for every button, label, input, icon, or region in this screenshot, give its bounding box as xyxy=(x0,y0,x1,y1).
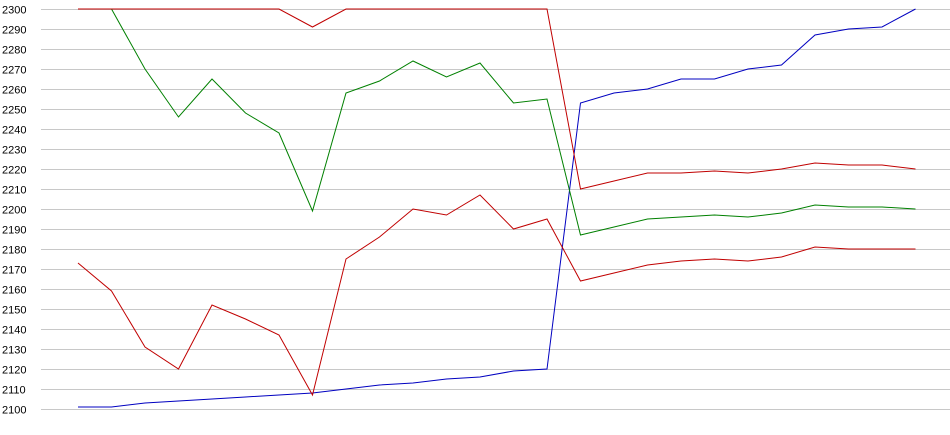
y-tick-label: 2260 xyxy=(2,85,26,97)
y-tick-label: 2170 xyxy=(2,265,26,277)
y-tick-label: 2110 xyxy=(2,385,26,397)
y-tick-label: 2230 xyxy=(2,145,26,157)
series-line-2 xyxy=(78,8,916,236)
y-tick-label: 2160 xyxy=(2,285,26,297)
y-tick-label: 2180 xyxy=(2,245,26,257)
y-tick-label: 2100 xyxy=(2,405,26,417)
y-tick-label: 2270 xyxy=(2,65,26,77)
y-tick-label: 2300 xyxy=(2,5,26,17)
y-tick-label: 2220 xyxy=(2,165,26,177)
y-tick-label: 2130 xyxy=(2,345,26,357)
y-tick-label: 2290 xyxy=(2,25,26,37)
y-tick-label: 2150 xyxy=(2,305,26,317)
y-tick-label: 2280 xyxy=(2,45,26,57)
y-tick-label: 2190 xyxy=(2,225,26,237)
y-axis: 2100 2110 2120 2130 2140 2150 2160 2170 2180 2190… xyxy=(2,5,26,417)
gridlines xyxy=(41,9,950,410)
series-line-3 xyxy=(78,8,916,190)
y-tick-label: 2140 xyxy=(2,325,26,337)
series-line-1 xyxy=(78,8,916,408)
y-tick-label: 2250 xyxy=(2,105,26,117)
y-tick-label: 2120 xyxy=(2,365,26,377)
series-line-4 xyxy=(77,194,916,397)
series-group xyxy=(77,8,916,408)
y-tick-label: 2240 xyxy=(2,125,26,137)
y-tick-label: 2200 xyxy=(2,205,26,217)
y-tick-label: 2210 xyxy=(2,185,26,197)
